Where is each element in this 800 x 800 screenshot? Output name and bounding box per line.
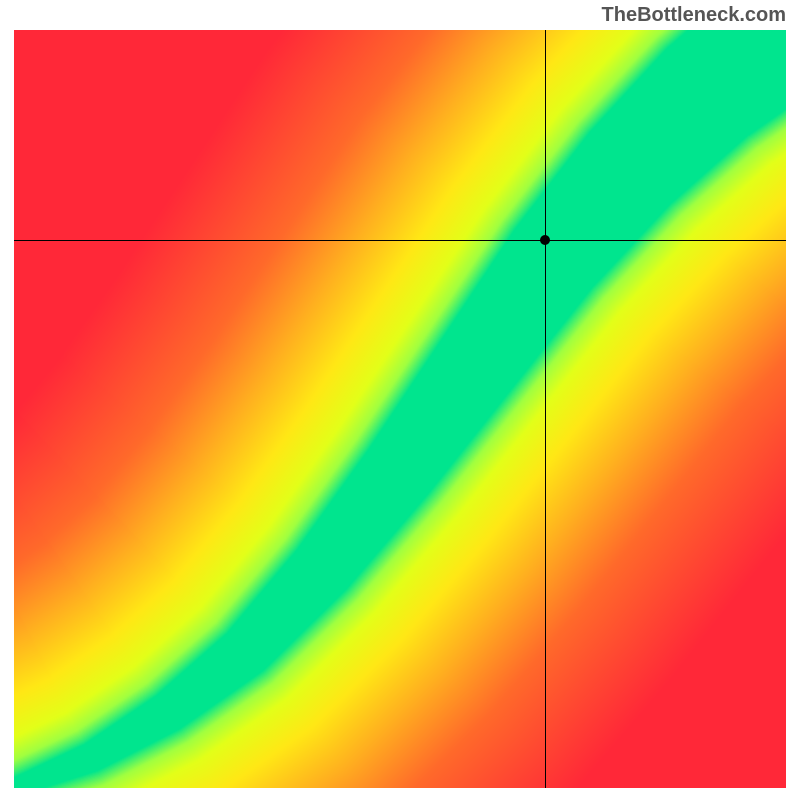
crosshair-horizontal	[14, 240, 786, 241]
heatmap-canvas	[14, 30, 786, 788]
selection-marker	[540, 235, 550, 245]
crosshair-vertical	[545, 30, 546, 788]
bottleneck-heatmap	[14, 30, 786, 788]
watermark-text: TheBottleneck.com	[602, 4, 786, 27]
